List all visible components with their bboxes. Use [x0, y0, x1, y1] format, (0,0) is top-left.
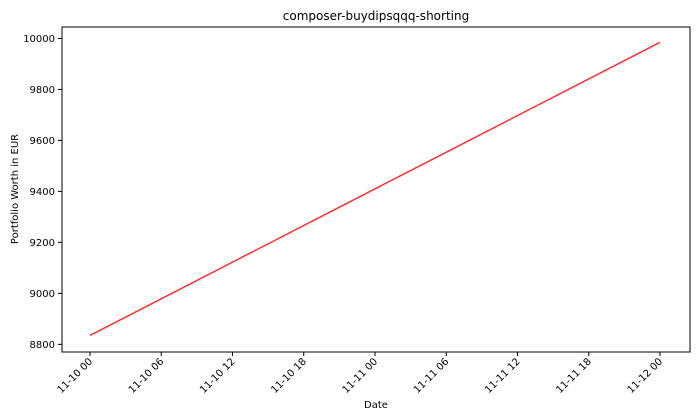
chart-title: composer-buydipsqqq-shorting — [283, 9, 469, 23]
x-tick-label: 11-11 12 — [483, 356, 523, 396]
y-tick-label: 10000 — [23, 34, 55, 45]
y-tick-label: 9800 — [30, 85, 55, 96]
y-tick-label: 9600 — [30, 136, 55, 147]
x-axis-label: Date — [364, 400, 388, 411]
y-tick-label: 9200 — [30, 238, 55, 249]
x-tick-label: 11-10 18 — [269, 356, 309, 396]
x-tick-label: 11-10 06 — [127, 356, 167, 396]
series-layer — [89, 41, 661, 337]
y-axis: 8800 9000 9200 9400 9600 9800 10000 — [23, 34, 62, 351]
y-axis-label: Portfolio Worth in EUR — [10, 134, 21, 244]
y-tick-label: 9400 — [30, 187, 55, 198]
series-line — [89, 41, 661, 337]
x-axis: 11-10 00 11-10 06 11-10 12 11-10 18 11-11 00… — [56, 352, 666, 396]
x-tick-label: 11-10 00 — [56, 356, 96, 396]
x-tick-label: 11-11 06 — [412, 356, 452, 396]
plot-area-frame — [61, 26, 691, 353]
x-tick-label: 11-10 12 — [198, 356, 238, 396]
y-tick-label: 9000 — [30, 289, 55, 300]
x-tick-label: 11-12 00 — [626, 356, 666, 396]
x-tick-label: 11-11 18 — [554, 356, 594, 396]
y-tick-label: 8800 — [30, 340, 55, 351]
x-tick-label: 11-11 00 — [341, 356, 381, 396]
